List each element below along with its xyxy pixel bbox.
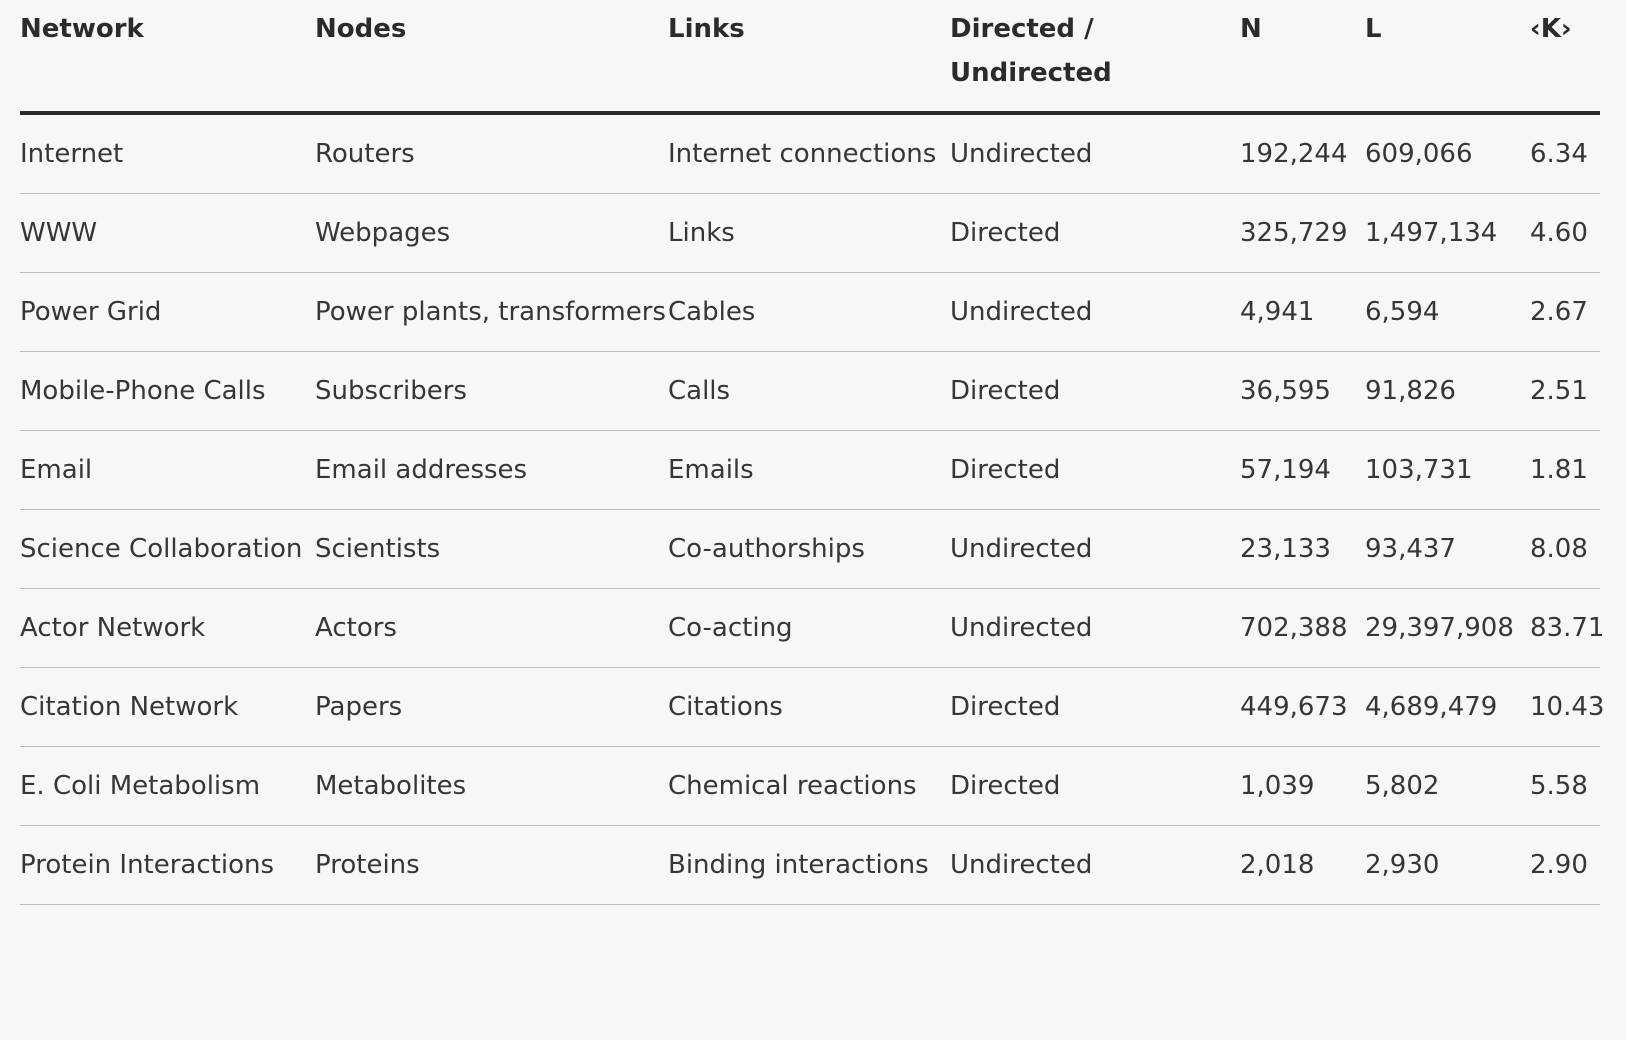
cell-l: 5,802: [1365, 746, 1530, 826]
cell-l: 93,437: [1365, 509, 1530, 589]
cell-links: Cables: [668, 272, 950, 352]
header-row: Network Nodes Links Directed / Undirecte…: [20, 0, 1600, 115]
cell-n: 1,039: [1240, 746, 1365, 826]
cell-network: Citation Network: [20, 667, 315, 747]
cell-links: Co-authorships: [668, 509, 950, 589]
cell-nodes: Papers: [315, 667, 668, 747]
cell-nodes: Webpages: [315, 193, 668, 273]
cell-network: E. Coli Metabolism: [20, 746, 315, 826]
cell-l: 6,594: [1365, 272, 1530, 352]
cell-k: 5.58: [1530, 746, 1600, 826]
cell-l: 91,826: [1365, 351, 1530, 431]
column-header-l: L: [1365, 0, 1530, 115]
table-row: Power Grid Power plants, transformers Ca…: [20, 272, 1600, 352]
cell-network: Mobile-Phone Calls: [20, 351, 315, 431]
table-row: Actor Network Actors Co-acting Undirecte…: [20, 588, 1604, 668]
cell-l: 103,731: [1365, 430, 1530, 510]
cell-l: 2,930: [1365, 825, 1530, 905]
cell-k: 2.90: [1530, 825, 1600, 905]
cell-n: 2,018: [1240, 825, 1365, 905]
cell-l: 609,066: [1365, 113, 1530, 194]
cell-nodes: Metabolites: [315, 746, 668, 826]
cell-nodes: Routers: [315, 113, 668, 194]
cell-k: 1.81: [1530, 430, 1600, 510]
cell-links: Chemical reactions: [668, 746, 950, 826]
column-header-links: Links: [668, 0, 950, 115]
table-row: Mobile-Phone Calls Subscribers Calls Dir…: [20, 351, 1600, 431]
cell-directed: Directed: [950, 667, 1240, 747]
cell-nodes: Power plants, transformers: [315, 272, 668, 352]
cell-n: 4,941: [1240, 272, 1365, 352]
cell-nodes: Actors: [315, 588, 668, 668]
network-table-container: Network Nodes Links Directed / Undirecte…: [20, 0, 1604, 905]
cell-links: Emails: [668, 430, 950, 510]
cell-n: 449,673: [1240, 667, 1365, 747]
cell-n: 23,133: [1240, 509, 1365, 589]
cell-network: WWW: [20, 193, 315, 273]
cell-network: Power Grid: [20, 272, 315, 352]
cell-links: Calls: [668, 351, 950, 431]
cell-directed: Directed: [950, 193, 1240, 273]
cell-k: 6.34: [1530, 113, 1600, 194]
table-row: Email Email addresses Emails Directed 57…: [20, 430, 1600, 510]
cell-k: 8.08: [1530, 509, 1600, 589]
column-header-k: ‹K›: [1530, 0, 1600, 115]
cell-network: Science Collaboration: [20, 509, 315, 589]
cell-k: 2.67: [1530, 272, 1600, 352]
cell-k: 2.51: [1530, 351, 1600, 431]
network-table: Network Nodes Links Directed / Undirecte…: [20, 0, 1604, 905]
cell-network: Internet: [20, 113, 315, 194]
table-row: WWW Webpages Links Directed 325,729 1,49…: [20, 193, 1600, 273]
cell-directed: Undirected: [950, 272, 1240, 352]
cell-l: 1,497,134: [1365, 193, 1530, 273]
cell-k: 4.60: [1530, 193, 1600, 273]
cell-k: 83.71: [1530, 588, 1604, 668]
cell-n: 192,244: [1240, 113, 1365, 194]
cell-directed: Undirected: [950, 509, 1240, 589]
column-header-n: N: [1240, 0, 1365, 115]
table-row: Citation Network Papers Citations Direct…: [20, 667, 1604, 747]
cell-n: 325,729: [1240, 193, 1365, 273]
cell-n: 702,388: [1240, 588, 1365, 668]
cell-directed: Directed: [950, 430, 1240, 510]
cell-directed: Undirected: [950, 113, 1240, 194]
cell-n: 36,595: [1240, 351, 1365, 431]
cell-nodes: Scientists: [315, 509, 668, 589]
cell-directed: Undirected: [950, 825, 1240, 905]
table-row: Science Collaboration Scientists Co-auth…: [20, 509, 1600, 589]
table-row: E. Coli Metabolism Metabolites Chemical …: [20, 746, 1600, 826]
cell-k: 10.43: [1530, 667, 1604, 747]
cell-l: 29,397,908: [1365, 588, 1530, 668]
table-body: Internet Routers Internet connections Un…: [20, 113, 1604, 905]
table-row: Protein Interactions Proteins Binding in…: [20, 825, 1600, 905]
cell-network: Actor Network: [20, 588, 315, 668]
table-header: Network Nodes Links Directed / Undirecte…: [20, 0, 1600, 115]
cell-links: Links: [668, 193, 950, 273]
column-header-nodes: Nodes: [315, 0, 668, 115]
cell-links: Binding interactions: [668, 825, 950, 905]
cell-nodes: Subscribers: [315, 351, 668, 431]
column-header-directed: Directed / Undirected: [950, 0, 1240, 115]
cell-network: Email: [20, 430, 315, 510]
cell-n: 57,194: [1240, 430, 1365, 510]
cell-directed: Directed: [950, 351, 1240, 431]
cell-directed: Directed: [950, 746, 1240, 826]
cell-links: Co-acting: [668, 588, 950, 668]
cell-links: Citations: [668, 667, 950, 747]
cell-network: Protein Interactions: [20, 825, 315, 905]
column-header-network: Network: [20, 0, 315, 115]
table-row: Internet Routers Internet connections Un…: [20, 113, 1600, 194]
cell-directed: Undirected: [950, 588, 1240, 668]
cell-l: 4,689,479: [1365, 667, 1530, 747]
cell-links: Internet connections: [668, 113, 950, 194]
cell-nodes: Proteins: [315, 825, 668, 905]
cell-nodes: Email addresses: [315, 430, 668, 510]
